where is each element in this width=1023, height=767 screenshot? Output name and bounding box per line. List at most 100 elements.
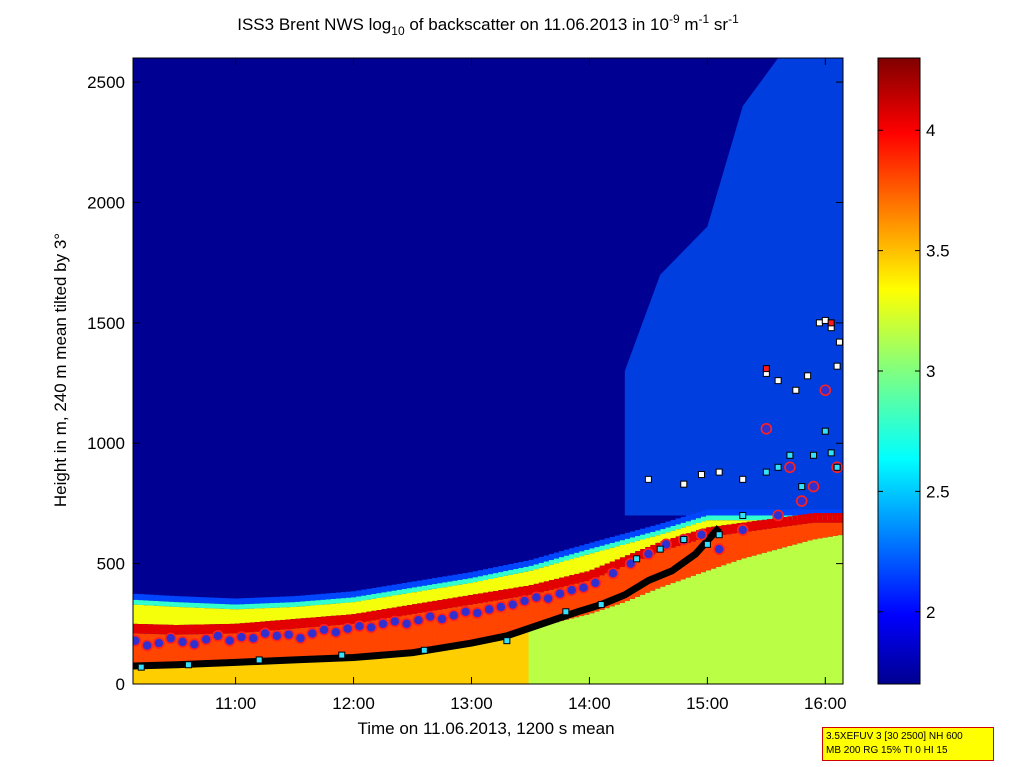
- heat-cell: [538, 582, 545, 593]
- heat-cell: [320, 616, 327, 627]
- heat-cell: [219, 608, 225, 625]
- heat-cell: [386, 591, 393, 597]
- heat-cell: [143, 624, 149, 634]
- heat-cell: [589, 579, 596, 614]
- heat-cell: [751, 515, 758, 521]
- heat-cell: [761, 509, 768, 516]
- heat-cell: [234, 623, 241, 634]
- heat-cell: [173, 602, 180, 607]
- heat-cell: [665, 549, 672, 585]
- layer-point: [341, 622, 354, 635]
- heat-cell: [391, 595, 398, 608]
- heat-cell: [457, 579, 464, 585]
- heat-cell: [574, 583, 580, 618]
- heat-cell: [498, 576, 504, 591]
- layer-point: [695, 528, 708, 541]
- heat-cell: [721, 525, 727, 535]
- heat-cell: [183, 624, 190, 635]
- layer-point: [577, 581, 590, 594]
- heat-cell: [422, 585, 428, 591]
- heat-cell: [406, 652, 413, 684]
- heat-cell: [609, 571, 616, 607]
- heat-cell: [361, 600, 367, 613]
- heat-cell: [254, 597, 261, 604]
- layer-point: [554, 587, 566, 600]
- heat-cell: [640, 558, 646, 595]
- heat-cell: [275, 607, 281, 621]
- heat-cell: [528, 594, 535, 629]
- heat-cell: [193, 607, 200, 625]
- heat-cell: [680, 527, 687, 535]
- heat-cell: [229, 598, 236, 605]
- heat-cell: [589, 542, 596, 549]
- heat-cell: [523, 566, 530, 572]
- heat-cell: [148, 664, 154, 684]
- heat-cell: [356, 613, 362, 623]
- heat-cell: [782, 516, 788, 527]
- heat-cell: [346, 624, 352, 658]
- heat-cell: [432, 578, 438, 585]
- heat-cell: [518, 586, 525, 597]
- heat-cell: [518, 567, 525, 573]
- heat-cell: [391, 590, 398, 596]
- heat-cell: [493, 567, 499, 574]
- heat-cell: [193, 596, 200, 603]
- heat-cell: [777, 517, 783, 528]
- heat-cell: [467, 640, 474, 684]
- heat-cell: [523, 586, 530, 596]
- detection-square: [739, 475, 747, 483]
- y-tick-label: 500: [97, 555, 125, 574]
- heat-cell: [193, 624, 200, 635]
- heat-cell: [822, 509, 829, 516]
- detection-square: [774, 377, 782, 385]
- heat-cell: [528, 570, 535, 586]
- heat-cell: [533, 583, 540, 594]
- heat-cell: [249, 661, 256, 684]
- heat-cell: [280, 602, 286, 608]
- heat-cell: [726, 509, 733, 516]
- heat-cell: [716, 566, 722, 684]
- heat-cell: [244, 608, 251, 623]
- heat-cell: [731, 561, 738, 684]
- heat-cell: [630, 542, 636, 554]
- heat-cell: [239, 662, 246, 684]
- heat-cell: [401, 653, 408, 684]
- heat-cell: [766, 515, 773, 521]
- heat-cell: [153, 624, 159, 635]
- heat-cell: [812, 522, 819, 540]
- heat-cell: [548, 623, 555, 684]
- heat-cell: [726, 515, 733, 521]
- heat-cell: [442, 582, 449, 588]
- heat-cell: [766, 519, 773, 529]
- heat-cell: [777, 548, 783, 684]
- heat-cell: [340, 615, 347, 625]
- layer-point: [736, 524, 749, 536]
- heat-cell: [335, 603, 342, 616]
- heat-cell: [457, 596, 464, 607]
- heat-cell: [807, 509, 814, 516]
- heat-cell: [533, 564, 540, 570]
- heat-cell: [579, 551, 585, 557]
- heat-cell: [406, 588, 413, 594]
- detection-square: [833, 362, 841, 370]
- heat-cell: [594, 611, 601, 684]
- heat-cell: [630, 553, 636, 563]
- heat-cell: [249, 597, 256, 604]
- heat-cell: [553, 552, 560, 559]
- heat-cell: [239, 609, 246, 624]
- detection-square: [804, 372, 812, 380]
- heat-cell: [711, 509, 717, 516]
- heat-cell: [807, 540, 814, 684]
- layer-point: [235, 631, 248, 643]
- heat-cell: [564, 619, 570, 684]
- heat-cell: [173, 596, 180, 603]
- heat-cell: [614, 535, 621, 542]
- layer-point: [353, 620, 366, 633]
- heat-cell: [264, 597, 271, 604]
- heat-cell: [422, 612, 428, 651]
- layer-point: [294, 632, 307, 645]
- detection-square: [255, 656, 263, 664]
- heat-cell: [569, 618, 575, 684]
- heat-cell: [635, 530, 641, 537]
